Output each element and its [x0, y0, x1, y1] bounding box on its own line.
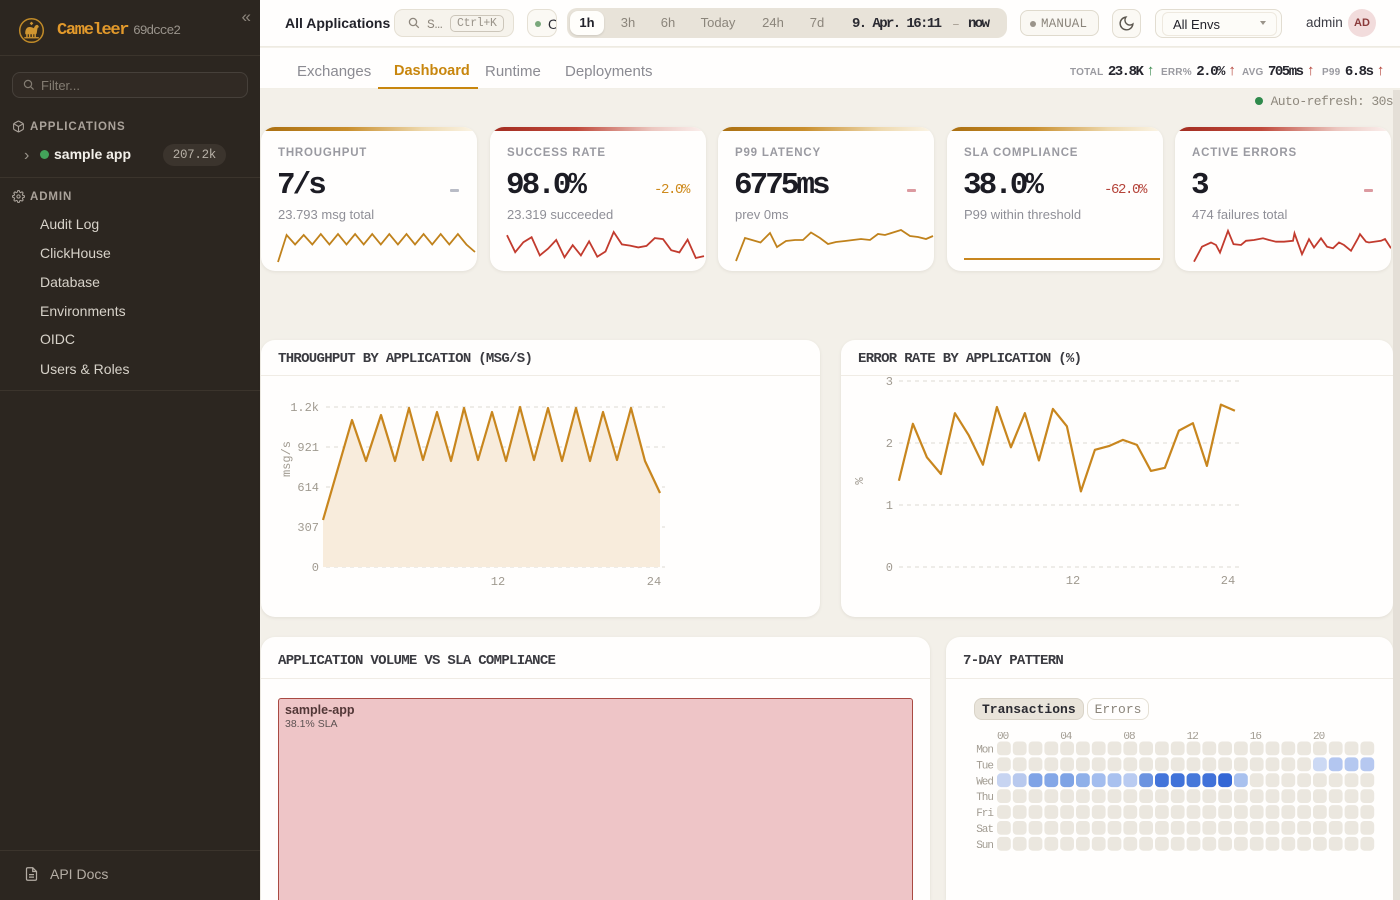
svg-text:Thu: Thu: [976, 792, 993, 804]
svg-text:12: 12: [1187, 732, 1199, 743]
svg-text:Sun: Sun: [976, 840, 993, 852]
svg-text:921: 921: [297, 441, 319, 455]
svg-text:0: 0: [886, 561, 893, 575]
svg-text:2: 2: [886, 437, 893, 451]
svg-text:msg/s: msg/s: [280, 441, 294, 477]
svg-text:12: 12: [491, 575, 505, 589]
svg-text:3: 3: [886, 375, 893, 389]
svg-text:Fri: Fri: [976, 808, 994, 820]
svg-text:614: 614: [297, 481, 319, 495]
svg-text:1: 1: [886, 499, 893, 513]
svg-text:24: 24: [647, 575, 661, 589]
svg-text:08: 08: [1123, 732, 1135, 743]
svg-text:Sat: Sat: [976, 824, 993, 836]
svg-text:307: 307: [297, 521, 319, 535]
svg-text:0: 0: [312, 561, 319, 575]
svg-text:Wed: Wed: [976, 776, 993, 788]
svg-text:Mon: Mon: [976, 745, 993, 757]
svg-text:%: %: [853, 477, 867, 485]
svg-text:20: 20: [1313, 732, 1325, 743]
svg-text:04: 04: [1060, 732, 1073, 743]
svg-text:1.2k: 1.2k: [290, 401, 319, 415]
svg-text:12: 12: [1066, 574, 1080, 588]
svg-text:24: 24: [1221, 574, 1235, 588]
svg-text:16: 16: [1250, 732, 1262, 743]
svg-text:Tue: Tue: [976, 760, 993, 772]
svg-text:00: 00: [997, 732, 1009, 743]
